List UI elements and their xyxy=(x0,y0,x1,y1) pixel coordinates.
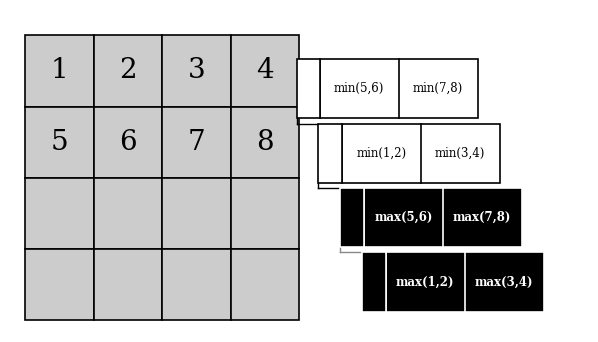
Text: 7: 7 xyxy=(187,129,205,156)
Text: 2: 2 xyxy=(119,57,137,84)
Text: min(5,6): min(5,6) xyxy=(334,82,385,95)
Bar xyxy=(25,107,94,178)
Text: min(3,4): min(3,4) xyxy=(435,147,486,160)
Bar xyxy=(25,178,94,249)
Bar xyxy=(162,35,231,107)
Text: min(7,8): min(7,8) xyxy=(413,82,463,95)
Bar xyxy=(231,249,299,320)
Bar xyxy=(340,188,364,247)
Text: max(3,4): max(3,4) xyxy=(475,276,533,289)
Text: max(5,6): max(5,6) xyxy=(374,211,432,224)
Bar xyxy=(25,249,94,320)
Bar xyxy=(162,249,231,320)
Bar xyxy=(318,123,342,183)
Bar xyxy=(94,178,162,249)
Text: max(1,2): max(1,2) xyxy=(396,276,454,289)
Bar xyxy=(94,249,162,320)
Text: 3: 3 xyxy=(188,57,205,84)
Text: 8: 8 xyxy=(256,129,274,156)
Bar xyxy=(162,178,231,249)
Bar xyxy=(25,35,94,107)
Text: 5: 5 xyxy=(51,129,68,156)
Bar xyxy=(320,59,478,118)
Bar xyxy=(231,178,299,249)
Bar xyxy=(362,252,386,312)
Text: 1: 1 xyxy=(51,57,68,84)
Bar xyxy=(162,107,231,178)
Bar xyxy=(364,188,521,247)
Bar xyxy=(231,35,299,107)
Bar xyxy=(94,35,162,107)
Bar xyxy=(297,59,320,118)
Bar xyxy=(342,123,499,183)
Bar xyxy=(94,107,162,178)
Text: 6: 6 xyxy=(119,129,137,156)
Text: 4: 4 xyxy=(256,57,274,84)
Text: min(1,2): min(1,2) xyxy=(356,147,407,160)
Bar xyxy=(386,252,544,312)
Text: max(7,8): max(7,8) xyxy=(453,211,511,224)
Bar xyxy=(231,107,299,178)
